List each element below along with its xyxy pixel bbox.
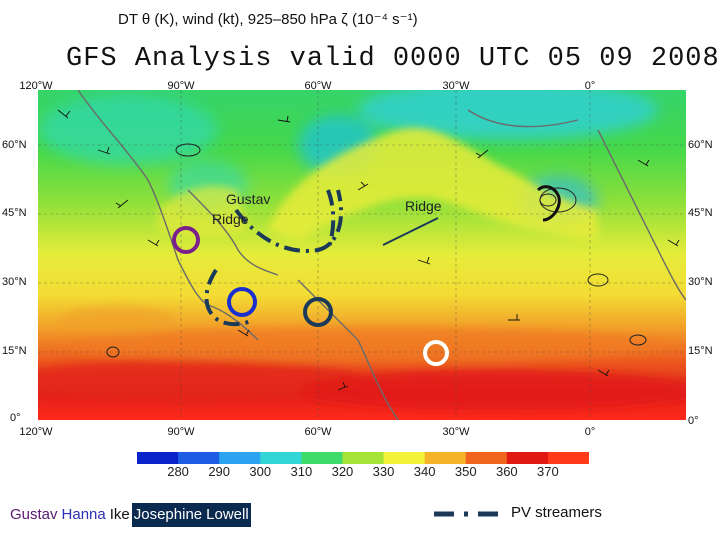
lon-label-top-30w: 30°W [442, 80, 470, 92]
vorticity-contours [106, 143, 647, 358]
hanna-marker [227, 287, 257, 317]
lon-label-bottom-0: 0° [584, 426, 596, 438]
ridge-label: Ridge [405, 198, 442, 214]
colorbar-swatch [547, 452, 589, 464]
lat-label-right-15n: 15°N [688, 345, 713, 357]
legend-ike: Ike [109, 506, 130, 523]
gustav-ridge-label-line1: Gustav [226, 191, 271, 207]
legend-josephine: Josephine [131, 503, 205, 527]
lat-label-right-0: 0° [688, 415, 699, 427]
colorbar [137, 452, 589, 464]
lat-label-right-45n: 45°N [688, 207, 713, 219]
lon-label-top-0: 0° [584, 80, 596, 92]
colorbar-tick-label: 300 [249, 464, 272, 479]
tropical-warm-band [38, 306, 686, 410]
figure-title: DT θ (K), wind (kt), 925–850 hPa ζ (10⁻⁴… [118, 11, 418, 28]
legend-hanna: Hanna [61, 506, 106, 523]
colorbar-tick-label: 330 [372, 464, 395, 479]
colorbar-swatch [383, 452, 426, 464]
colorbar-swatch [137, 452, 179, 464]
colorbar-swatch [301, 452, 343, 464]
gustav-ridge-label-line2: Ridge [212, 211, 249, 227]
colorbar-tick-label: 310 [290, 464, 313, 479]
pv-streamers [204, 189, 344, 327]
ridge-pointer [382, 217, 439, 246]
colorbar-tick-label: 360 [495, 464, 518, 479]
lon-label-bottom-120w: 120°W [19, 426, 53, 438]
colorbar-swatch [260, 452, 302, 464]
lat-label-right-60n: 60°N [688, 139, 713, 151]
lon-label-top-90w: 90°W [167, 80, 195, 92]
lat-label-left-0: 0° [10, 412, 21, 424]
colorbar-swatch [424, 452, 467, 464]
lat-label-left-60n: 60°N [2, 139, 27, 151]
colorbar-tick-label: 280 [167, 464, 189, 479]
josephine-marker [423, 340, 449, 366]
legend-lowell: Lowell [204, 503, 251, 527]
colorbar-tick-label: 290 [208, 464, 231, 479]
colorbar-tick-label: 370 [537, 464, 559, 479]
lat-label-right-30n: 30°N [688, 276, 713, 288]
colorbar-tick-label: 340 [413, 464, 436, 479]
lat-label-left-15n: 15°N [2, 345, 27, 357]
wind-barbs [57, 109, 680, 391]
gustav-marker [172, 226, 200, 254]
colorbar-tick-label: 350 [454, 464, 477, 479]
ridge-tongues [158, 128, 598, 240]
lat-label-left-30n: 30°N [2, 276, 27, 288]
pv-streamer-legend-line [434, 511, 502, 517]
lon-label-top-120w: 120°W [19, 80, 53, 92]
ike-marker [303, 297, 333, 327]
theta-map [38, 90, 686, 420]
colorbar-swatch [219, 452, 261, 464]
lon-label-bottom-30w: 30°W [442, 426, 470, 438]
lon-label-bottom-60w: 60°W [304, 426, 332, 438]
legend-gustav: Gustav [10, 506, 58, 523]
lat-label-left-45n: 45°N [2, 207, 27, 219]
map-title: GFS Analysis valid 0000 UTC 05 09 2008 [66, 44, 720, 74]
pv-streamer-legend-label: PV streamers [511, 504, 602, 521]
storm-legend: Gustav Hanna Ike Josephine Lowell [8, 502, 251, 528]
colorbar-tick-label: 320 [331, 464, 354, 479]
lon-label-top-60w: 60°W [304, 80, 332, 92]
colorbar-swatch [178, 452, 220, 464]
colorbar-swatch [342, 452, 385, 464]
lon-label-bottom-90w: 90°W [167, 426, 195, 438]
trough-curve [536, 185, 561, 222]
colorbar-swatch [506, 452, 549, 464]
colorbar-swatch [465, 452, 508, 464]
